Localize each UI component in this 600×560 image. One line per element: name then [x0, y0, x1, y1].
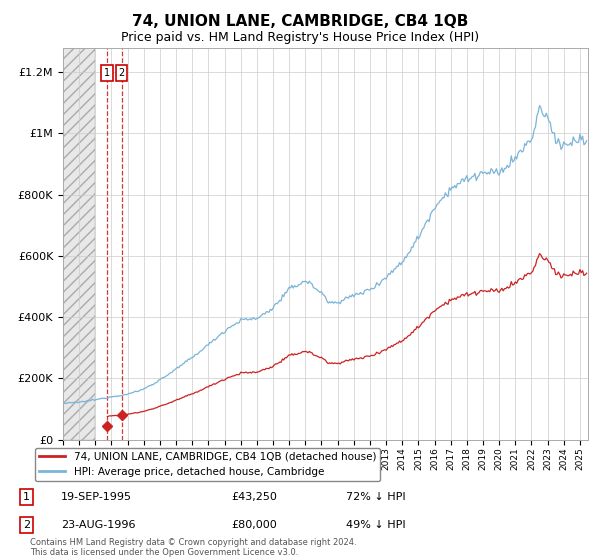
Text: £43,250: £43,250 — [231, 492, 277, 502]
Text: 2: 2 — [23, 520, 30, 530]
Text: 19-SEP-1995: 19-SEP-1995 — [61, 492, 132, 502]
Legend: 74, UNION LANE, CAMBRIDGE, CB4 1QB (detached house), HPI: Average price, detache: 74, UNION LANE, CAMBRIDGE, CB4 1QB (deta… — [35, 447, 380, 481]
Text: 74, UNION LANE, CAMBRIDGE, CB4 1QB: 74, UNION LANE, CAMBRIDGE, CB4 1QB — [132, 14, 468, 29]
Text: 1: 1 — [23, 492, 30, 502]
Bar — [63, 48, 95, 440]
Text: 2: 2 — [118, 68, 125, 78]
Text: 72% ↓ HPI: 72% ↓ HPI — [346, 492, 406, 502]
Text: £80,000: £80,000 — [231, 520, 277, 530]
Text: Price paid vs. HM Land Registry's House Price Index (HPI): Price paid vs. HM Land Registry's House … — [121, 31, 479, 44]
Text: Contains HM Land Registry data © Crown copyright and database right 2024.
This d: Contains HM Land Registry data © Crown c… — [30, 538, 356, 557]
Text: 1: 1 — [104, 68, 110, 78]
Text: 49% ↓ HPI: 49% ↓ HPI — [346, 520, 406, 530]
Text: 23-AUG-1996: 23-AUG-1996 — [61, 520, 136, 530]
